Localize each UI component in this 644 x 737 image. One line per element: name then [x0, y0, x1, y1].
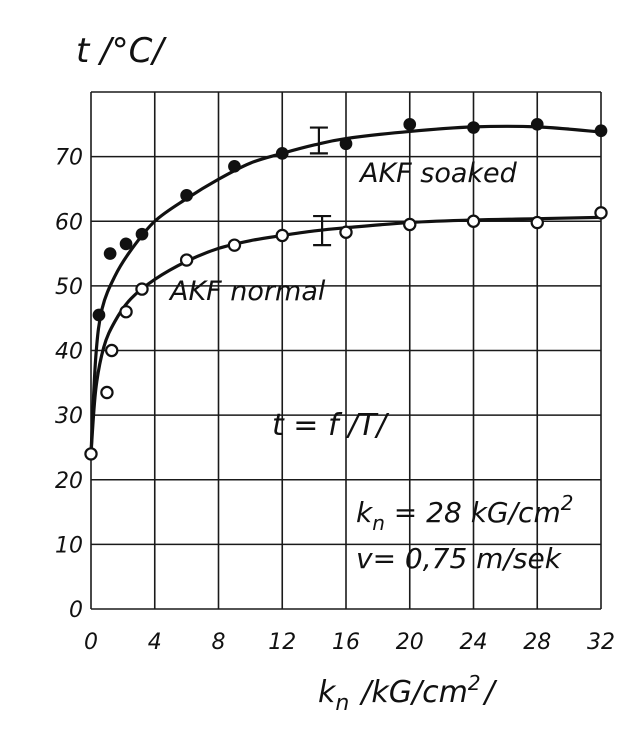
x-tick-label-6: 24 [460, 630, 488, 655]
point-soaked-1 [103, 247, 117, 260]
grid [90, 91, 602, 610]
error-bars [309, 126, 332, 247]
error-bar-soaked [309, 126, 328, 155]
x-tick-labels: 0 4 8 12 16 20 24 28 32 [84, 630, 615, 655]
x-tick-label-5: 20 [396, 630, 424, 655]
point-normal-1 [100, 385, 114, 400]
y-tick-labels: 0 10 20 30 40 50 60 70 [55, 146, 83, 623]
x-axis-label: kn/kG/cm2/ [318, 671, 498, 716]
y-tick-label-6: 60 [55, 210, 83, 235]
point-normal-12 [594, 206, 608, 220]
y-tick-label-4: 40 [55, 340, 83, 365]
point-normal-5 [179, 253, 194, 267]
point-normal-2 [105, 343, 119, 358]
data-points [84, 117, 608, 461]
point-normal-3 [119, 305, 133, 319]
x-tick-label-8: 32 [587, 630, 615, 655]
point-soaked-3 [135, 227, 149, 241]
y-tick-label-0: 0 [69, 598, 83, 623]
point-normal-7 [275, 228, 289, 243]
x-tick-label-1: 4 [148, 630, 162, 655]
parameter-velocity: v= 0,75 m/sek [356, 542, 563, 575]
y-tick-label-5: 50 [55, 275, 83, 300]
point-soaked-4 [180, 189, 193, 202]
point-soaked-7 [339, 137, 353, 151]
point-soaked-10 [530, 117, 544, 131]
point-normal-9 [403, 217, 417, 232]
point-soaked-8 [403, 117, 417, 131]
point-soaked-9 [467, 121, 480, 134]
series-label-soaked: AKF soaked [358, 158, 518, 189]
y-tick-label-2: 20 [55, 469, 83, 494]
y-tick-label-7: 70 [55, 146, 83, 171]
point-soaked-11 [594, 124, 608, 138]
function-label: t = f /T/ [272, 408, 390, 443]
point-soaked-0 [92, 308, 106, 322]
point-soaked-6 [275, 147, 289, 160]
point-normal-8 [339, 225, 353, 239]
point-normal-6 [227, 238, 242, 252]
point-soaked-2 [119, 237, 133, 251]
point-normal-11 [530, 215, 544, 230]
x-tick-label-4: 16 [332, 630, 360, 655]
point-normal-0 [84, 447, 98, 461]
parameter-kn: kn = 28 kG/cm2 [356, 491, 573, 535]
point-normal-10 [466, 214, 481, 228]
x-tick-label-0: 0 [84, 630, 98, 655]
error-bar-normal [313, 214, 332, 247]
point-soaked-5 [228, 159, 241, 173]
y-tick-label-3: 30 [55, 404, 83, 429]
series-label-normal: AKF normal [168, 276, 326, 307]
x-tick-label-3: 12 [268, 630, 296, 655]
y-axis-label: t /°C/ [76, 31, 167, 71]
x-tick-label-2: 8 [212, 630, 226, 655]
y-tick-label-1: 10 [55, 533, 83, 558]
point-normal-4 [135, 282, 149, 296]
x-tick-label-7: 28 [523, 630, 551, 655]
